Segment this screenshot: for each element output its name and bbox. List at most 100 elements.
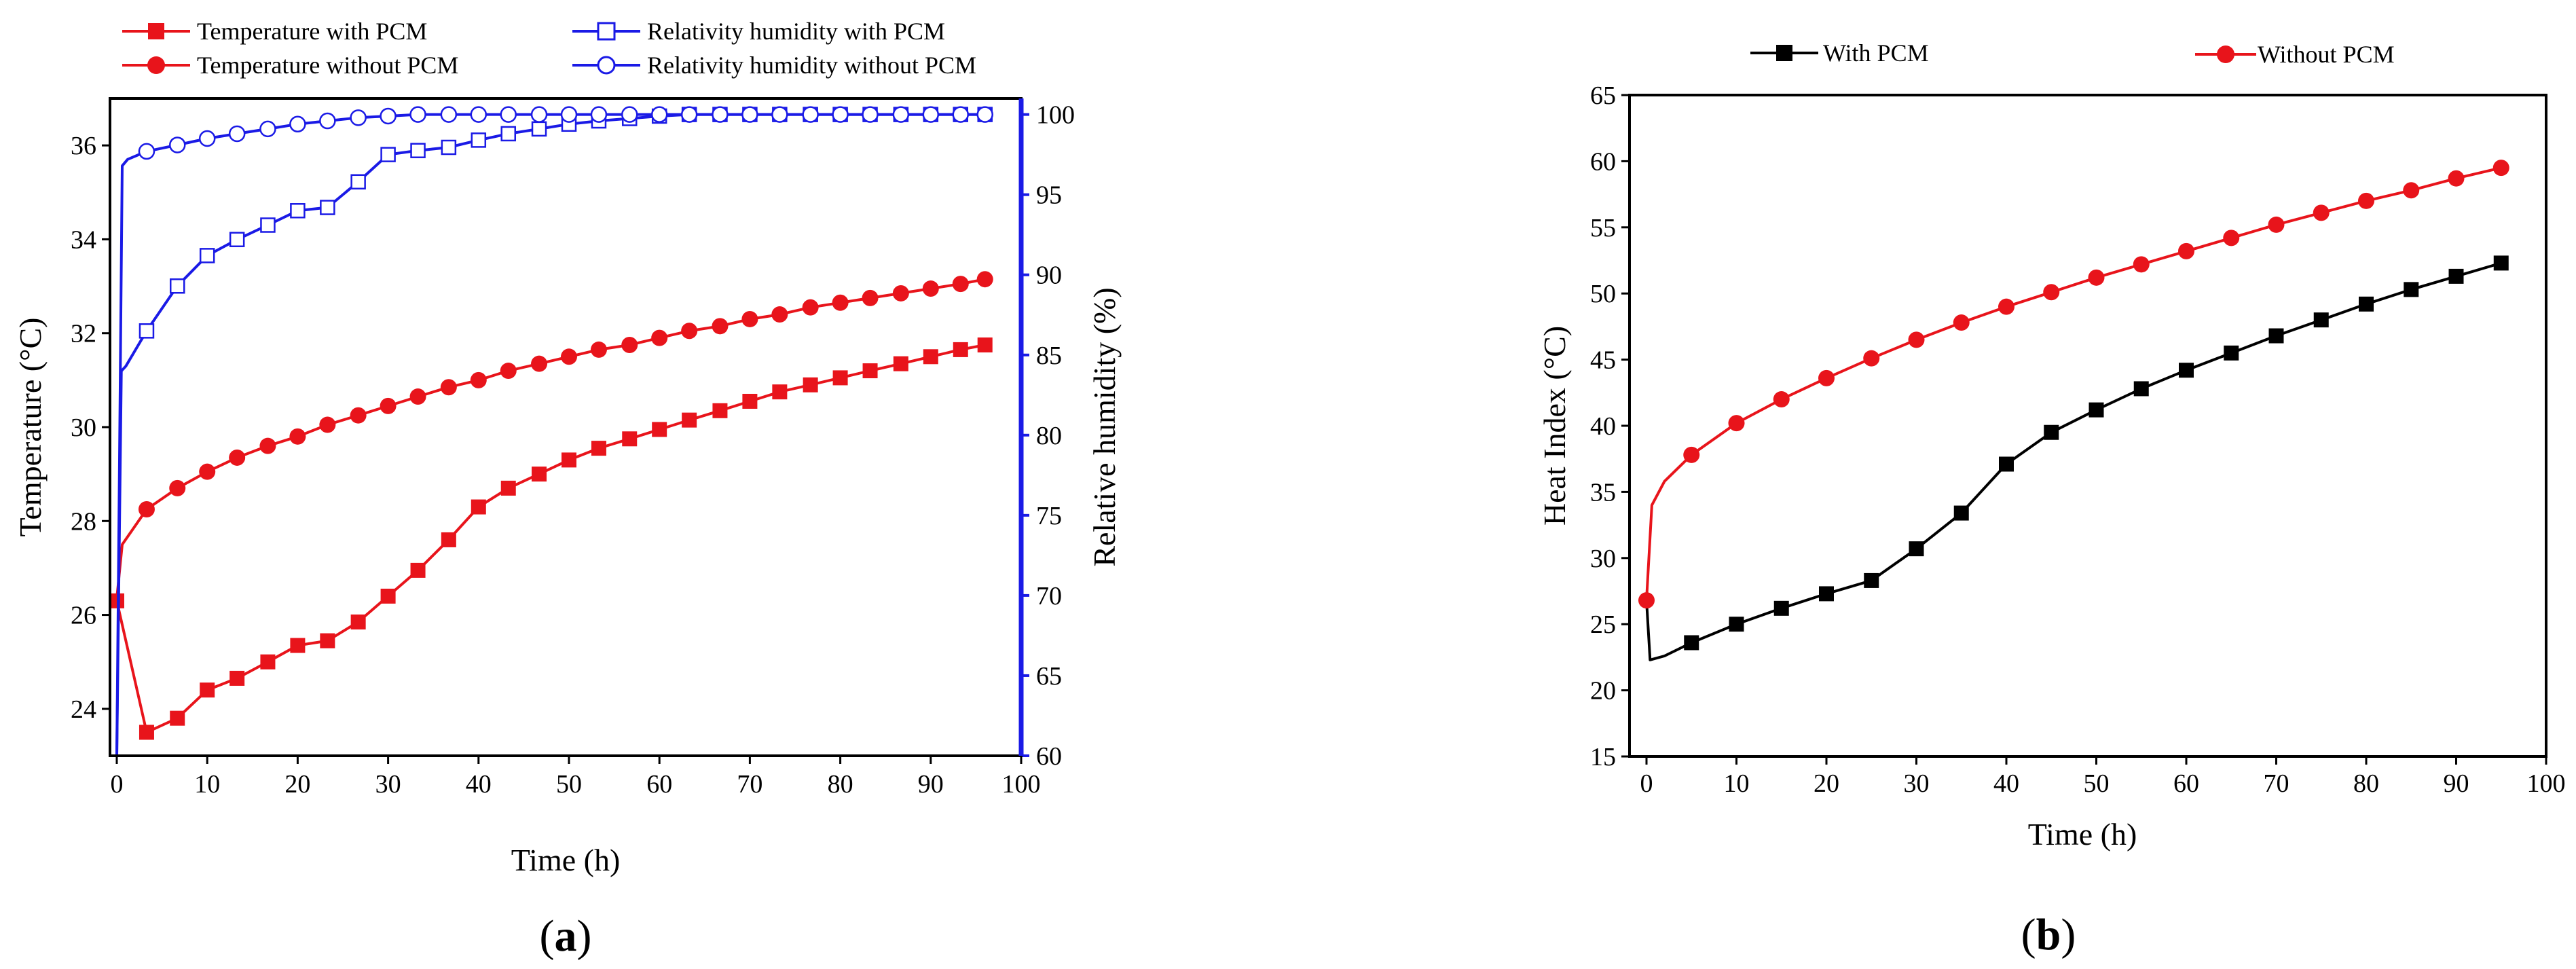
with-pcm-point: [2224, 345, 2239, 361]
with-pcm-point: [1909, 541, 1924, 557]
temperature-with-pcm-point: [977, 337, 993, 352]
relativity-humidity-without-pcm-point: [862, 106, 879, 123]
legend-with-pcm: With PCM: [1750, 39, 1929, 67]
panel-a-x-tick-label: 70: [737, 770, 762, 799]
without-pcm-point: [2178, 242, 2194, 259]
temperature-without-pcm-point: [259, 437, 276, 454]
temperature-without-pcm-point: [892, 285, 909, 301]
with-pcm-point: [2359, 296, 2374, 312]
temperature-without-pcm-point: [350, 407, 367, 424]
panel-a-y2-tick-label: 85: [1036, 342, 1062, 370]
legend-temp-without-pcm: Temperature without PCM: [122, 52, 458, 79]
temperature-with-pcm-point: [380, 588, 396, 604]
panel-a-y-tick-label: 28: [71, 507, 96, 536]
panel-a-x-tick-label: 20: [284, 770, 310, 799]
relativity-humidity-without-pcm-point: [380, 107, 397, 125]
panel-b-x-tick-label: 0: [1640, 769, 1653, 798]
temperature-without-pcm-point: [229, 449, 246, 466]
panel-b-y-tick-label: 45: [1590, 346, 1616, 375]
panel-a-y2-tick-label: 65: [1036, 662, 1062, 691]
legend-without-pcm: Without PCM: [2195, 41, 2395, 68]
temperature-without-pcm-point: [531, 355, 548, 372]
relativity-humidity-without-pcm-point: [289, 115, 306, 133]
temperature-without-pcm-point: [561, 348, 577, 365]
without-pcm-point: [2448, 170, 2465, 187]
temperature-with-pcm-point: [500, 480, 516, 496]
panel-a-x-axis-label: Time (h): [511, 843, 621, 877]
temperature-with-pcm-point: [200, 682, 215, 698]
panel-a-y-tick-label: 34: [71, 225, 96, 254]
relativity-humidity-without-pcm-point: [500, 106, 517, 123]
temperature-with-pcm-point: [591, 441, 606, 456]
relativity-humidity-with-pcm-point: [471, 132, 487, 148]
relativity-humidity-with-pcm-point: [139, 323, 155, 339]
with-pcm-point: [1864, 572, 1879, 588]
panel-b-plot-area: [1638, 160, 2509, 661]
relativity-humidity-without-pcm-point: [712, 106, 729, 123]
without-pcm-point: [1818, 369, 1835, 386]
without-pcm-point: [1683, 446, 1700, 463]
panel-a-plot-area: [109, 106, 993, 756]
panel-b-x-axis-label: Time (h): [2028, 817, 2137, 852]
panel-a-legend: Temperature with PCM Temperature without…: [122, 18, 976, 79]
relativity-humidity-without-pcm-line: [115, 113, 985, 756]
temperature-with-pcm-point: [562, 452, 576, 468]
relativity-humidity-with-pcm-line: [115, 113, 985, 756]
panel-a-x-tick-label: 30: [375, 770, 401, 799]
with-pcm-point: [2179, 363, 2194, 378]
relativity-humidity-without-pcm-point: [440, 106, 458, 123]
temperature-with-pcm-point: [320, 633, 335, 648]
panel-a-y-tick-label: 30: [71, 414, 96, 442]
temperature-with-pcm-point: [410, 562, 426, 578]
temperature-without-pcm-point: [712, 318, 729, 335]
panel-a-x-tick-label: 0: [111, 770, 124, 799]
legend-rh-with-pcm: Relativity humidity with PCM: [572, 18, 945, 45]
relativity-humidity-without-pcm-point: [680, 106, 698, 123]
panel-a-x-ticks: 0 10 20 30 40 50 60 70 80 90 100: [111, 756, 1041, 799]
without-pcm-series: [1638, 160, 2509, 609]
temperature-without-pcm-point: [651, 329, 668, 346]
relativity-humidity-with-pcm-point: [531, 121, 547, 137]
panel-a-y-tick-label: 26: [71, 602, 96, 630]
panel-b-y-ticks: 15 20 25 30 35 40 45 50 55 60 65: [1590, 81, 1630, 771]
panel-a-x-tick-label: 40: [466, 770, 492, 799]
with-pcm-point: [1773, 600, 1789, 616]
temperature-with-pcm-point: [532, 467, 547, 482]
panel-a-y2-tick-label: 90: [1036, 261, 1062, 290]
temperature-with-pcm-point: [471, 499, 486, 515]
relativity-humidity-without-pcm-point: [470, 106, 487, 123]
temperature-with-pcm-point: [712, 403, 728, 418]
panel-a-y2-tick-label: 70: [1036, 582, 1062, 610]
legend-with-pcm-label: With PCM: [1823, 39, 1929, 67]
relativity-humidity-with-pcm-series: [115, 107, 993, 756]
without-pcm-point: [2043, 284, 2060, 301]
without-pcm-point: [2268, 216, 2285, 233]
panel-b-caption: (b): [2021, 910, 2076, 959]
panel-a-y-tick-label: 24: [71, 695, 96, 724]
without-pcm-point: [1863, 350, 1880, 367]
relativity-humidity-with-pcm-point: [380, 147, 396, 162]
relativity-humidity-without-pcm-point: [621, 106, 638, 123]
legend-without-pcm-label: Without PCM: [2258, 41, 2395, 68]
with-pcm-point: [1999, 456, 2014, 472]
temperature-with-pcm-point: [622, 431, 638, 447]
panel-b-y-tick-label: 25: [1590, 610, 1616, 639]
temperature-with-pcm-point: [682, 412, 697, 428]
panel-a-y-axis-label: Temperature (°C): [13, 318, 48, 537]
legend-rh-without-pcm-label: Relativity humidity without PCM: [647, 52, 976, 79]
with-pcm-point: [2493, 255, 2509, 271]
temperature-with-pcm-point: [260, 654, 276, 670]
with-pcm-point: [2448, 268, 2464, 284]
panel-b-y-tick-label: 15: [1590, 743, 1616, 771]
temperature-without-pcm-point: [409, 388, 426, 405]
without-pcm-point: [1998, 298, 2014, 315]
panel-b-y-tick-label: 40: [1590, 412, 1616, 441]
temperature-without-pcm-point: [922, 280, 939, 297]
with-pcm-point: [2404, 282, 2419, 297]
without-pcm-point: [2313, 204, 2330, 221]
without-pcm-point: [1773, 391, 1790, 408]
temperature-with-pcm-line: [115, 344, 986, 734]
panel-b-y-tick-label: 30: [1590, 545, 1616, 573]
panel-a-y2-tick-label: 95: [1036, 181, 1062, 210]
